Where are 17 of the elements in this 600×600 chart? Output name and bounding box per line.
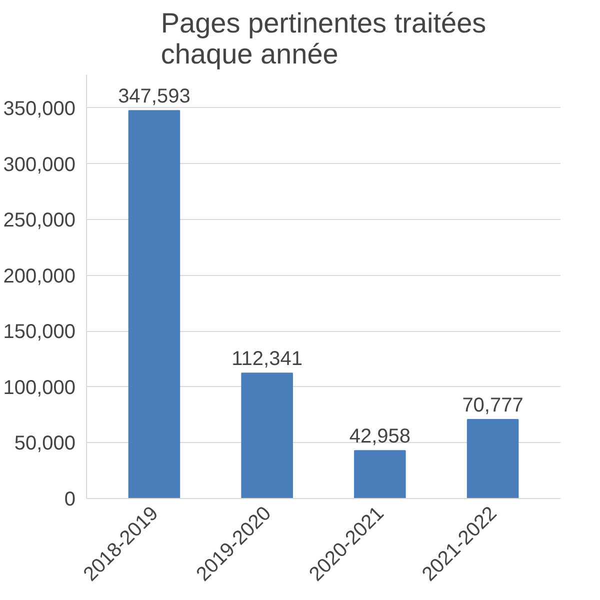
- y-tick-label: 0: [64, 488, 76, 510]
- chart-title: Pages pertinentes traitées chaque année: [160, 8, 486, 70]
- bar: [128, 110, 180, 498]
- bar: [354, 450, 406, 498]
- bar: [466, 419, 519, 498]
- y-tick-label: 200,000: [3, 265, 76, 288]
- y-tick-label: 50,000: [14, 432, 76, 455]
- y-tick-label: 350,000: [3, 98, 76, 120]
- data-label: 347,593: [118, 86, 190, 108]
- data-label: 112,341: [232, 348, 302, 370]
- y-tick-label: 100,000: [3, 376, 76, 399]
- data-label: 70,777: [462, 394, 524, 417]
- y-tick-label: 300,000: [3, 154, 76, 176]
- y-tick-label: 250,000: [3, 210, 76, 232]
- bar: [241, 372, 293, 498]
- y-tick-label: 150,000: [3, 321, 76, 344]
- data-label: 42,958: [349, 426, 411, 448]
